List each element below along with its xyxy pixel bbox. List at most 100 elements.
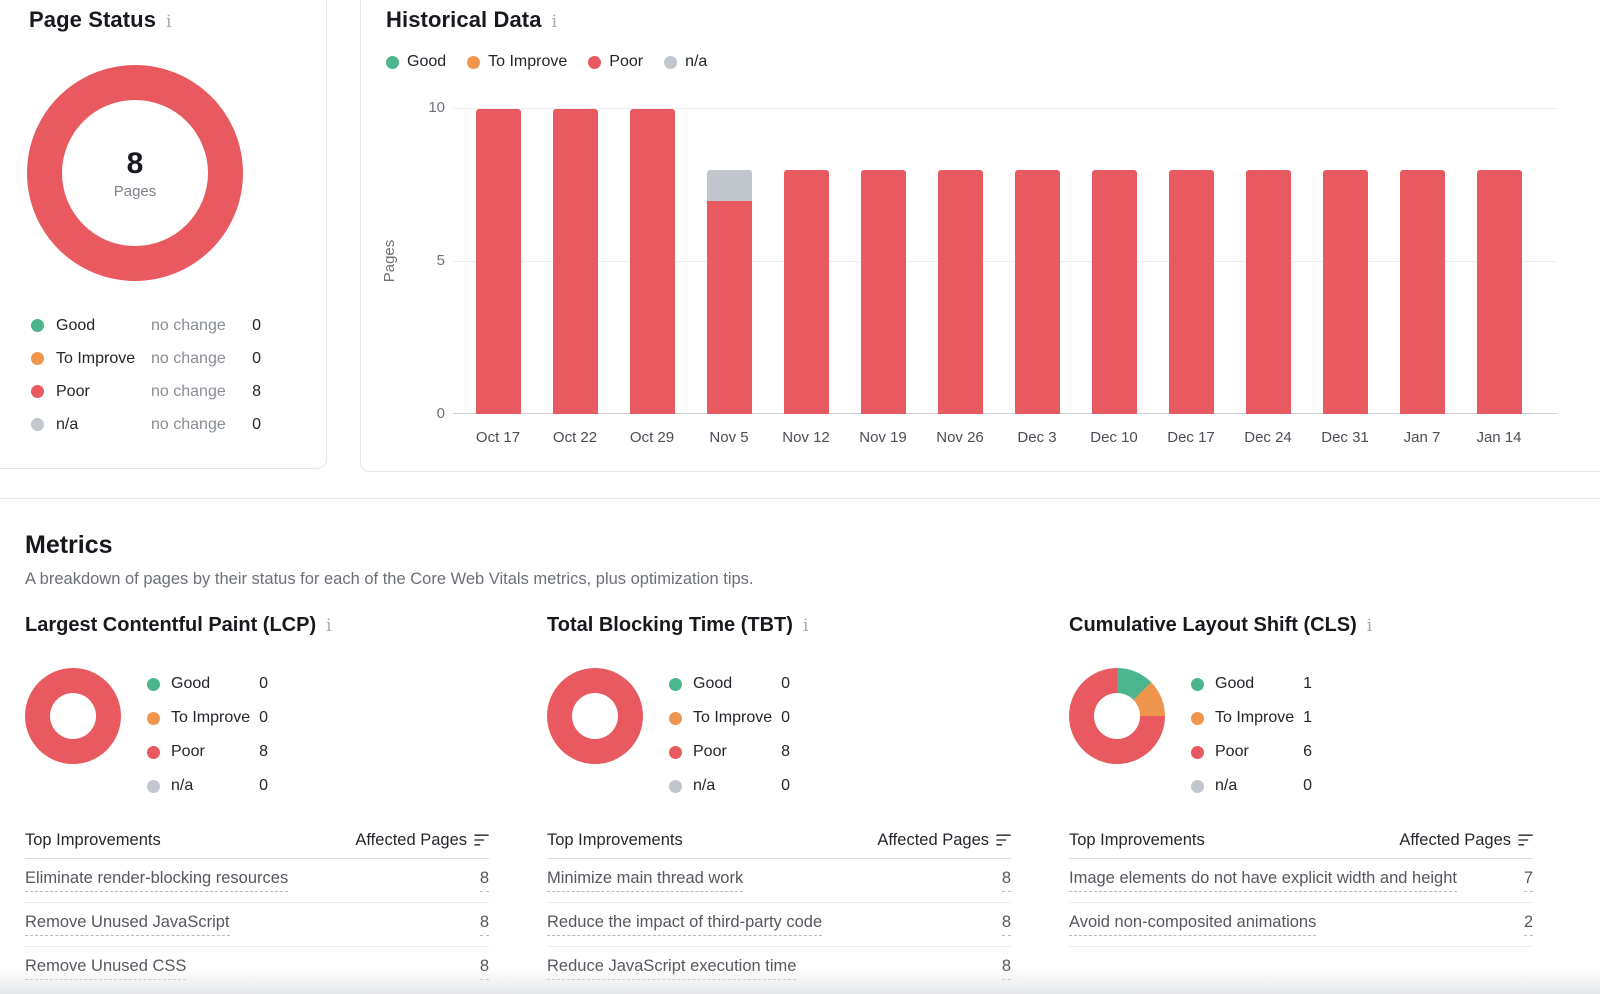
legend-label: Poor xyxy=(171,743,205,760)
affected-pages-sort[interactable]: Affected Pages xyxy=(355,831,489,850)
bar-nov-5-poor[interactable] xyxy=(706,200,752,414)
page-status-card: Page Status i 8 Pages Good no change 0 To Im… xyxy=(0,0,327,469)
affected-pages-header: Affected Pages xyxy=(877,830,989,849)
legend-label: n/a xyxy=(171,777,194,794)
poor-dot-icon xyxy=(31,385,44,398)
table-header-divider xyxy=(25,858,489,859)
lcp-donut-chart[interactable] xyxy=(25,668,121,764)
legend-value: 0 xyxy=(259,777,268,794)
legend-value: 6 xyxy=(1303,743,1312,760)
improvement-row: Remove Unused CSS 8 xyxy=(25,947,489,991)
legend-row-good: Good 0 xyxy=(147,667,268,701)
legend-value: 0 xyxy=(252,415,261,433)
legend-label: To Improve xyxy=(171,709,251,726)
legend-row-to-improve: To Improve 0 xyxy=(669,701,790,735)
cls-title-row: Cumulative Layout Shift (CLS) i xyxy=(1069,614,1372,637)
bar-dec-31-poor[interactable] xyxy=(1322,170,1368,414)
bar-jan-14-poor[interactable] xyxy=(1476,170,1522,414)
cls-donut-chart[interactable] xyxy=(1069,668,1165,764)
gridline-10 xyxy=(453,108,1557,109)
legend-change: no change xyxy=(151,382,226,400)
x-tick-label: Dec 10 xyxy=(1090,429,1138,446)
x-tick-label: Dec 31 xyxy=(1321,429,1369,446)
improvement-link-remove-unused-javascript[interactable]: Remove Unused JavaScript xyxy=(25,913,230,936)
x-axis-line xyxy=(453,413,1557,414)
y-axis-tick-0: 0 xyxy=(436,405,445,422)
x-tick-label: Nov 19 xyxy=(859,429,907,446)
affected-pages-count[interactable]: 8 xyxy=(1001,957,1011,980)
improvement-link-eliminate-render-blocking-resources[interactable]: Eliminate render-blocking resources xyxy=(25,869,289,892)
n-a-dot-icon xyxy=(669,779,682,793)
legend-value: 8 xyxy=(252,382,261,400)
donut-center: 8 Pages xyxy=(62,100,208,246)
legend-value: 0 xyxy=(781,675,790,692)
chart-legend-poor: Poor xyxy=(588,53,643,71)
improvement-link-avoid-non-composited-animations[interactable]: Avoid non-composited animations xyxy=(1069,913,1317,936)
bar-dec-3-poor[interactable] xyxy=(1014,170,1060,414)
sort-icon xyxy=(996,834,1011,846)
cls-improvements-table: Top Improvements Affected Pages Image el… xyxy=(1069,828,1533,947)
x-tick-label: Dec 3 xyxy=(1017,429,1057,446)
gridline-5 xyxy=(453,261,1557,262)
lcp-legend: Good 0 To Improve 0 Poor 8 n/a 0 xyxy=(147,667,268,803)
affected-pages-count[interactable]: 8 xyxy=(1001,869,1011,892)
info-icon[interactable]: i xyxy=(166,12,172,32)
to-improve-dot-icon xyxy=(147,711,160,725)
to-improve-dot-icon xyxy=(669,711,682,725)
legend-value: 0 xyxy=(259,675,268,692)
bar-oct-17-poor[interactable] xyxy=(475,109,521,414)
bar-nov-26-poor[interactable] xyxy=(937,170,983,414)
bar-nov-5-n-a[interactable] xyxy=(706,170,752,201)
tbt-donut-chart[interactable] xyxy=(547,668,643,764)
improvement-link-image-elements-do-not-have-explicit-width-and-height[interactable]: Image elements do not have explicit widt… xyxy=(1069,869,1457,892)
legend-row-poor: Poor no change 8 xyxy=(31,375,261,408)
x-tick-label: Oct 22 xyxy=(552,429,598,446)
affected-pages-sort[interactable]: Affected Pages xyxy=(877,831,1011,850)
info-icon[interactable]: i xyxy=(802,615,809,636)
affected-pages-count[interactable]: 8 xyxy=(1001,913,1011,936)
bar-nov-12-poor[interactable] xyxy=(783,170,829,414)
info-icon[interactable]: i xyxy=(1366,615,1373,636)
info-icon[interactable]: i xyxy=(326,615,332,636)
affected-pages-count[interactable]: 7 xyxy=(1523,869,1533,892)
improvement-row: Eliminate render-blocking resources 8 xyxy=(25,859,489,903)
y-axis-title: Pages xyxy=(380,239,398,283)
chart-legend-n-a: n/a xyxy=(664,53,707,71)
affected-pages-count[interactable]: 8 xyxy=(479,957,489,980)
affected-pages-count[interactable]: 2 xyxy=(1523,913,1533,936)
to-improve-dot-icon xyxy=(31,352,44,365)
table-rows: Eliminate render-blocking resources 8 Remo… xyxy=(25,859,489,991)
poor-dot-icon xyxy=(147,745,160,759)
bar-jan-7-poor[interactable] xyxy=(1399,170,1445,414)
x-tick-label: Nov 26 xyxy=(936,429,984,446)
bar-oct-29-poor[interactable] xyxy=(629,109,675,414)
poor-dot-icon xyxy=(588,55,602,69)
sort-icon xyxy=(474,834,489,846)
legend-label: Good xyxy=(693,675,733,692)
affected-pages-count[interactable]: 8 xyxy=(479,913,489,936)
donut-hole xyxy=(572,693,618,739)
bar-oct-22-poor[interactable] xyxy=(552,109,598,414)
info-icon[interactable]: i xyxy=(551,12,558,32)
page-status-donut-chart[interactable]: 8 Pages xyxy=(27,65,243,281)
affected-pages-sort[interactable]: Affected Pages xyxy=(1399,831,1533,850)
page-status-legend: Good no change 0 To Improve no change 0 Poor no… xyxy=(31,309,261,441)
improvement-link-reduce-the-impact-of-third-party-code[interactable]: Reduce the impact of third-party code xyxy=(547,913,823,936)
improvement-link-remove-unused-css[interactable]: Remove Unused CSS xyxy=(25,957,187,980)
affected-pages-count[interactable]: 8 xyxy=(479,869,489,892)
bar-nov-19-poor[interactable] xyxy=(860,170,906,414)
bar-dec-24-poor[interactable] xyxy=(1245,170,1291,414)
table-header: Top Improvements Affected Pages xyxy=(25,828,489,852)
legend-value: 0 xyxy=(252,349,261,367)
improvement-link-minimize-main-thread-work[interactable]: Minimize main thread work xyxy=(547,869,744,892)
legend-value: 8 xyxy=(259,743,268,760)
x-tick-label: Jan 14 xyxy=(1476,429,1522,446)
bar-dec-10-poor[interactable] xyxy=(1091,170,1137,414)
good-dot-icon xyxy=(31,319,44,332)
good-dot-icon xyxy=(386,55,399,69)
improvement-link-reduce-javascript-execution-time[interactable]: Reduce JavaScript execution time xyxy=(547,957,797,980)
bar-dec-17-poor[interactable] xyxy=(1168,170,1214,414)
legend-label: To Improve xyxy=(56,349,136,367)
legend-row-good: Good no change 0 xyxy=(31,309,261,342)
legend-value: 0 xyxy=(252,316,261,334)
